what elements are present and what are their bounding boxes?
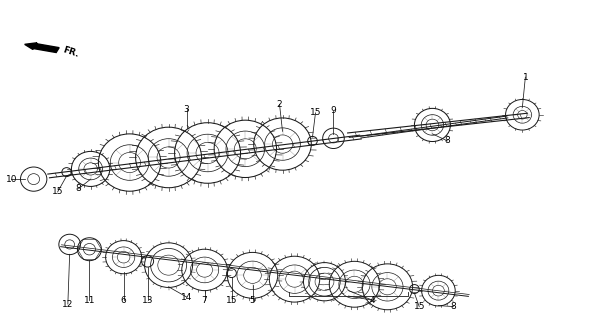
- Text: 4: 4: [370, 296, 375, 305]
- Text: FR.: FR.: [62, 45, 81, 59]
- Text: 15: 15: [413, 302, 425, 311]
- Text: 1: 1: [522, 73, 528, 82]
- Text: 2: 2: [276, 100, 282, 109]
- Text: 10: 10: [6, 175, 17, 184]
- Text: 14: 14: [181, 292, 192, 301]
- Text: 15: 15: [52, 188, 64, 196]
- Text: 9: 9: [331, 106, 337, 115]
- Text: 8: 8: [445, 136, 450, 145]
- Text: 8: 8: [76, 184, 82, 193]
- Text: 6: 6: [121, 296, 126, 305]
- Text: 8: 8: [451, 302, 456, 311]
- Text: 15: 15: [226, 296, 237, 305]
- Text: 13: 13: [142, 296, 153, 305]
- Text: 12: 12: [62, 300, 73, 308]
- Text: 15: 15: [310, 108, 322, 117]
- Text: 5: 5: [249, 296, 255, 305]
- Text: 11: 11: [84, 296, 95, 305]
- FancyArrow shape: [25, 43, 59, 52]
- Text: 7: 7: [202, 296, 207, 305]
- Text: 3: 3: [184, 105, 189, 114]
